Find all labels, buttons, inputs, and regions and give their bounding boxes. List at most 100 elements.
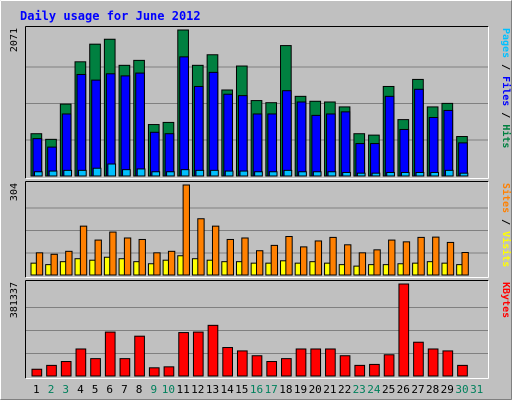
files-bar <box>384 95 395 177</box>
day-label: 25 <box>382 383 395 396</box>
day-label: 18 <box>279 383 292 396</box>
pages-bar <box>371 172 381 177</box>
sites-bar <box>138 238 146 276</box>
day-label: 23 <box>353 383 366 396</box>
files-bar <box>282 90 292 177</box>
files-bar <box>237 95 248 177</box>
sites-bar <box>65 250 73 276</box>
day-label: 12 <box>191 383 204 396</box>
pages-bar <box>48 170 58 177</box>
day-label: 8 <box>136 383 143 396</box>
kbytes-bar <box>251 355 263 377</box>
sites-bar <box>373 249 381 276</box>
pages-bar <box>254 171 263 177</box>
kbytes-bar <box>427 348 439 377</box>
files-bar <box>458 142 468 177</box>
pages-bar <box>356 172 366 177</box>
pages-bar <box>312 171 322 177</box>
files-bar <box>267 113 278 177</box>
sites-bar <box>256 250 264 276</box>
files-bar <box>76 73 87 177</box>
panel-bars <box>30 29 469 177</box>
day-label: 21 <box>323 383 336 396</box>
files-bar <box>193 85 204 177</box>
legend-entry: Visits <box>500 231 512 267</box>
kbytes-bar <box>442 350 454 377</box>
pages-bar <box>342 171 351 177</box>
sites-bar <box>270 244 279 276</box>
sites-bar <box>417 236 425 276</box>
files-bar <box>32 138 43 177</box>
files-bar <box>61 113 72 177</box>
sites-bar <box>344 244 352 276</box>
sites-bar <box>314 240 323 276</box>
pages-bar <box>327 171 337 177</box>
day-label: 28 <box>426 383 439 396</box>
sites-bar <box>211 225 220 276</box>
kbytes-bar <box>369 363 380 377</box>
kbytes-bar <box>398 283 410 377</box>
day-label: 6 <box>106 383 113 396</box>
day-label: 14 <box>220 383 234 396</box>
chart-panels: 2071 Pages / Files / Hits 304 Sites / Visit… <box>9 26 512 379</box>
day-label: 16 <box>250 383 263 396</box>
kbytes-bar <box>266 361 278 377</box>
legend-entry: / <box>500 58 511 76</box>
files-bar <box>135 72 145 177</box>
kbytes-bar <box>236 350 248 377</box>
kbytes-bar <box>104 331 116 377</box>
kbytes-bar <box>178 332 189 377</box>
pages-bar <box>122 169 131 177</box>
legend-entry: Files <box>500 76 512 106</box>
pages-bar <box>136 168 146 177</box>
day-label: 30 <box>455 383 468 396</box>
pages-bar <box>415 171 425 177</box>
day-label: 10 <box>162 383 175 396</box>
kbytes-bar <box>31 368 43 377</box>
kbytes-bar <box>339 355 351 377</box>
day-label: 1 <box>33 383 40 396</box>
legend-entry: / <box>500 106 511 124</box>
files-bar <box>428 116 439 177</box>
sites-bar <box>197 218 205 276</box>
chart-title: Daily usage for June 2012 <box>20 9 201 23</box>
legend-entry: Pages <box>500 28 511 58</box>
sites-bar <box>35 252 44 276</box>
kbytes-bar <box>207 324 219 377</box>
legend-entry: Hits <box>500 124 512 148</box>
panel-bars <box>30 184 469 276</box>
panel-visits_sites: 304 Sites / Visits <box>9 181 512 278</box>
pages-bar <box>107 163 117 177</box>
files-bar <box>326 113 336 177</box>
files-bar <box>399 128 410 177</box>
sites-bar <box>153 252 161 276</box>
sites-bar <box>446 241 455 276</box>
day-label: 13 <box>206 383 219 396</box>
pages-bar <box>195 169 205 177</box>
pages-bar <box>166 171 175 177</box>
kbytes-bar <box>457 364 468 377</box>
kbytes-bar <box>413 341 424 377</box>
pages-bar <box>180 169 190 177</box>
files-bar <box>414 88 424 177</box>
files-bar <box>370 143 380 177</box>
pages-bar <box>92 167 102 177</box>
pages-bar <box>444 169 454 177</box>
sites-bar <box>432 236 440 276</box>
pages-bar <box>283 169 293 177</box>
kbytes-bar <box>134 335 145 377</box>
sites-bar <box>329 236 337 276</box>
day-label: 24 <box>367 383 381 396</box>
kbytes-bar <box>163 366 175 377</box>
sites-bar <box>241 237 249 276</box>
sites-bar <box>167 250 176 276</box>
kbytes-bar <box>383 354 395 377</box>
sites-bar <box>50 253 58 276</box>
kbytes-bar <box>148 367 160 377</box>
kbytes-bar <box>295 348 307 377</box>
files-bar <box>179 56 189 177</box>
day-label: 27 <box>411 383 424 396</box>
day-label: 9 <box>150 383 157 396</box>
pages-bar <box>400 171 410 177</box>
y-max-label: 304 <box>9 183 20 201</box>
